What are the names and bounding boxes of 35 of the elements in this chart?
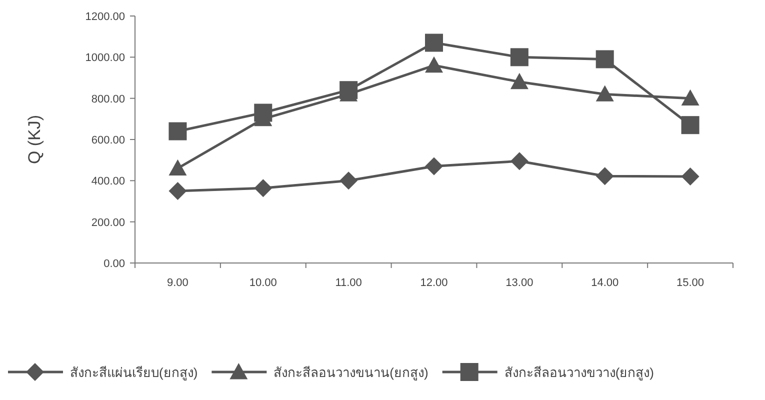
legend-label: สังกะสีลอนวางขวาง(ยกสูง) (504, 365, 654, 381)
y-tick-label: 800.00 (91, 93, 125, 106)
y-axis-title: Q (KJ) (25, 114, 44, 164)
legend-label: สังกะสีแผ่นเรียบ(ยกสูง) (70, 365, 198, 381)
point (681, 116, 700, 134)
x-tick-label: 11.00 (335, 277, 362, 289)
legend-label: สังกะสีลอนวางขนาน(ยกสูง) (274, 365, 428, 381)
y-tick-label: 1200.00 (85, 11, 125, 23)
y-tick-label: 600.00 (91, 134, 125, 146)
point (596, 50, 614, 68)
point (254, 179, 272, 198)
x-tick-label: 12.00 (420, 277, 448, 289)
point (168, 182, 187, 200)
point (168, 122, 187, 140)
point (681, 89, 700, 106)
x-tick-label: 9.00 (167, 277, 188, 289)
y-tick-label: 1000.00 (85, 52, 125, 64)
point (425, 157, 443, 176)
x-tick-label: 13.00 (506, 277, 534, 289)
y-tick-label: 400.00 (91, 176, 125, 188)
point (425, 34, 443, 52)
point (340, 172, 358, 190)
point (510, 72, 528, 90)
point (168, 159, 187, 176)
point (425, 56, 443, 73)
x-tick-label: 14.00 (591, 277, 619, 289)
y-tick-label: 200.00 (91, 216, 125, 229)
point (596, 167, 614, 186)
point (596, 85, 614, 102)
point (681, 168, 700, 186)
y-tick-label: 0.00 (104, 258, 125, 270)
x-tick-label: 10.00 (249, 277, 277, 289)
point (510, 152, 528, 170)
x-tick-label: 15.00 (676, 277, 704, 289)
point (510, 48, 528, 66)
